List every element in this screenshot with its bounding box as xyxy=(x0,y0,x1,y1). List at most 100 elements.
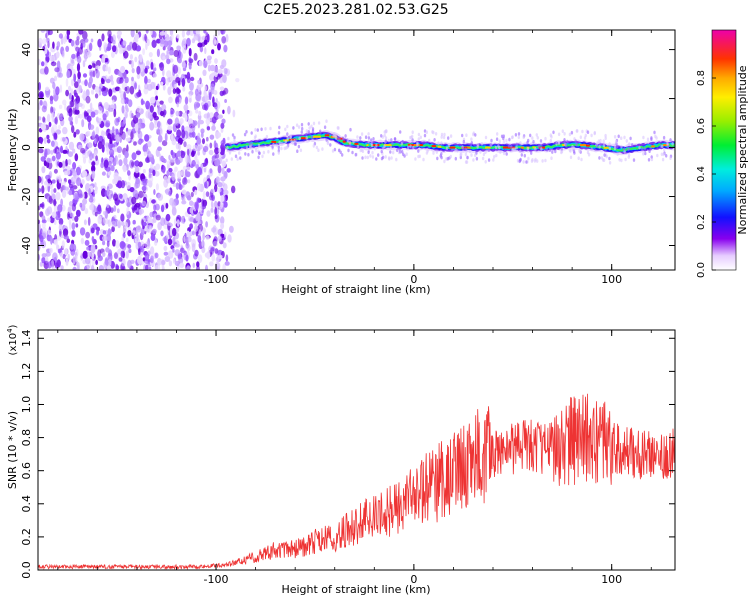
noise-speckle xyxy=(222,263,226,270)
noise-speckle xyxy=(47,261,52,269)
ridge-speckle xyxy=(381,155,385,160)
noise-speckle xyxy=(214,39,217,45)
noise-speckle xyxy=(184,96,189,105)
noise-speckle xyxy=(123,91,127,100)
noise-speckle xyxy=(133,141,137,146)
noise-speckle xyxy=(72,266,77,270)
noise-speckle xyxy=(51,211,57,219)
noise-speckle xyxy=(46,113,51,123)
noise-speckle xyxy=(219,86,225,91)
noise-speckle xyxy=(189,217,195,223)
x-tick-label: 0 xyxy=(410,273,417,286)
ridge-speckle xyxy=(590,147,593,151)
ridge-speckle xyxy=(602,139,605,143)
noise-speckle xyxy=(43,126,47,133)
ridge-speckle xyxy=(482,152,486,157)
ridge-speckle xyxy=(382,146,385,151)
noise-speckle xyxy=(101,235,108,241)
ridge-speckle xyxy=(307,130,310,134)
ridge-speckle xyxy=(443,159,446,164)
noise-speckle xyxy=(141,178,147,183)
ridge-speckle xyxy=(492,158,495,162)
noise-speckle xyxy=(168,190,172,197)
noise-speckle xyxy=(39,99,43,106)
noise-speckle xyxy=(179,118,184,125)
noise-speckle xyxy=(91,236,95,242)
noise-speckle xyxy=(47,229,52,236)
noise-speckle xyxy=(75,46,80,52)
noise-speckle xyxy=(181,30,185,38)
noise-speckle xyxy=(176,170,182,179)
noise-speckle xyxy=(107,219,112,227)
noise-speckle xyxy=(126,201,131,208)
noise-speckle xyxy=(65,78,69,87)
noise-speckle xyxy=(217,254,223,259)
noise-speckle xyxy=(56,51,60,59)
noise-speckle xyxy=(159,100,164,105)
ridge-speckle xyxy=(329,143,332,147)
noise-speckle xyxy=(49,247,53,254)
ridge-speckle xyxy=(586,130,590,134)
noise-speckle xyxy=(208,168,214,177)
ridge-speckle xyxy=(442,135,446,140)
y-tick-label: -20 xyxy=(20,188,33,206)
ridge-speckle xyxy=(308,126,311,130)
noise-speckle xyxy=(50,46,56,53)
ridge-hot-segment xyxy=(651,145,655,148)
noise-speckle xyxy=(96,230,99,235)
noise-speckle xyxy=(152,73,157,78)
noise-speckle xyxy=(90,89,95,95)
noise-speckle xyxy=(125,237,129,243)
snr-y-multiplier: (x104) xyxy=(6,324,19,355)
noise-speckle xyxy=(82,40,86,48)
ridge-speckle xyxy=(234,154,238,158)
noise-speckle xyxy=(134,123,139,132)
ridge-speckle xyxy=(557,140,561,145)
noise-speckle xyxy=(118,87,122,94)
noise-speckle xyxy=(176,150,182,157)
noise-speckle xyxy=(111,226,115,233)
noise-speckle xyxy=(147,111,153,120)
noise-speckle xyxy=(45,90,50,98)
ridge-hot-segment xyxy=(663,144,669,147)
noise-speckle xyxy=(195,93,201,102)
ridge-speckle xyxy=(577,156,580,160)
ridge-speckle xyxy=(367,139,370,144)
noise-speckle xyxy=(89,152,93,161)
ridge-speckle xyxy=(512,147,515,152)
noise-speckle xyxy=(59,252,64,258)
noise-speckle xyxy=(94,93,99,99)
noise-speckle xyxy=(41,166,46,174)
ridge-speckle xyxy=(495,153,498,158)
noise-speckle xyxy=(154,264,161,270)
ridge-hot-segment xyxy=(449,146,456,149)
ridge-speckle xyxy=(312,144,315,148)
noise-speckle xyxy=(90,227,95,234)
ridge-speckle xyxy=(417,132,421,137)
noise-speckle xyxy=(58,33,64,39)
noise-speckle xyxy=(160,127,163,136)
ridge-speckle xyxy=(534,147,537,151)
noise-speckle xyxy=(235,78,240,83)
noise-speckle xyxy=(167,45,172,51)
noise-speckle xyxy=(156,128,161,134)
ridge-speckle xyxy=(476,143,480,147)
ridge-speckle xyxy=(440,141,443,145)
noise-speckle xyxy=(166,160,171,168)
noise-speckle xyxy=(223,201,228,208)
noise-speckle xyxy=(214,72,218,78)
ridge-speckle xyxy=(470,153,473,157)
ridge-speckle xyxy=(398,147,401,151)
noise-speckle xyxy=(133,160,139,166)
ridge-speckle xyxy=(230,157,233,161)
noise-speckle xyxy=(185,254,189,262)
noise-speckle xyxy=(206,126,211,131)
ridge-speckle xyxy=(383,130,386,134)
ridge-speckle xyxy=(310,124,313,129)
noise-speckle xyxy=(50,236,53,245)
noise-speckle xyxy=(65,45,70,53)
noise-speckle xyxy=(48,195,53,204)
ridge-speckle xyxy=(250,131,253,135)
noise-speckle xyxy=(200,128,205,134)
ridge-speckle xyxy=(236,157,239,161)
